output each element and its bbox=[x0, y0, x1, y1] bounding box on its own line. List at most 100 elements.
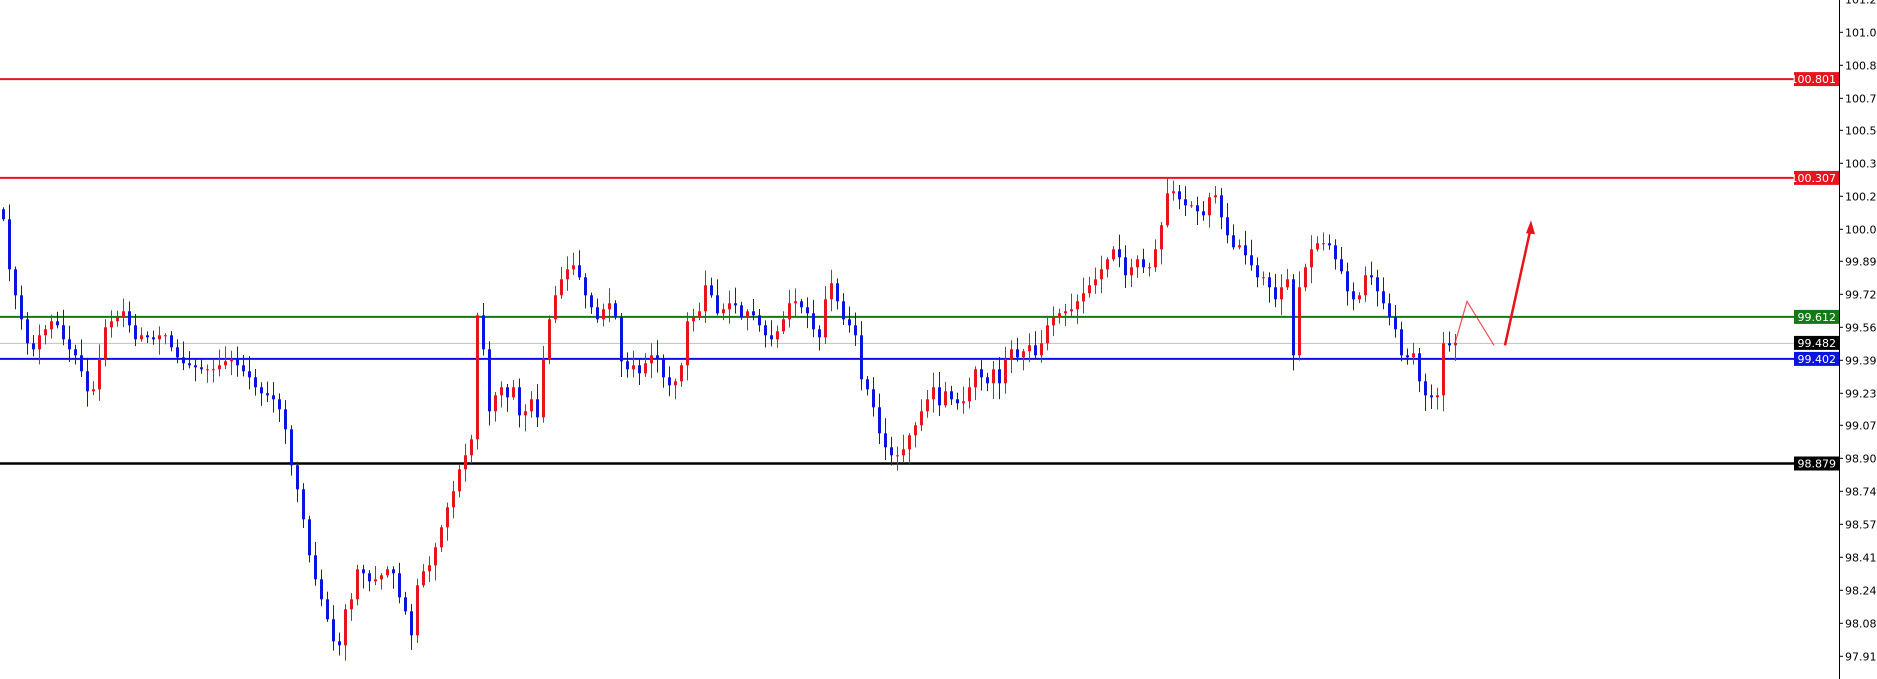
candle-body bbox=[1004, 359, 1007, 384]
level-label-text: 98.879 bbox=[1798, 458, 1837, 471]
projection-arrow-shaft bbox=[1503, 231, 1532, 346]
candle-body bbox=[1436, 395, 1439, 398]
candle bbox=[1052, 306, 1055, 337]
candle bbox=[74, 344, 77, 365]
candle-body bbox=[1262, 277, 1265, 279]
candle bbox=[1454, 334, 1457, 361]
candle-body bbox=[938, 387, 941, 406]
candle-body bbox=[1394, 317, 1397, 330]
y-tick-label: 98.740 bbox=[1845, 485, 1877, 498]
candle-body bbox=[1280, 287, 1283, 300]
y-tick-label: 100.545 bbox=[1845, 124, 1877, 137]
candle-body bbox=[728, 303, 731, 310]
candle bbox=[668, 366, 671, 397]
candle-body bbox=[302, 489, 305, 520]
candle-body bbox=[506, 387, 509, 398]
candle bbox=[1394, 305, 1397, 338]
candle-body bbox=[362, 569, 365, 574]
candle bbox=[842, 293, 845, 326]
candle-body bbox=[1130, 267, 1133, 276]
candle bbox=[1058, 308, 1061, 324]
candle-body bbox=[590, 295, 593, 308]
candle-body bbox=[1406, 355, 1409, 358]
candle bbox=[110, 310, 113, 338]
candle-body bbox=[530, 399, 533, 412]
candle bbox=[554, 285, 557, 324]
candle bbox=[338, 632, 341, 656]
candle-body bbox=[920, 411, 923, 426]
candle bbox=[446, 502, 449, 541]
candle-body bbox=[986, 377, 989, 384]
candle-body bbox=[152, 337, 155, 340]
candle bbox=[926, 389, 929, 418]
candle bbox=[386, 566, 389, 578]
candle-body bbox=[458, 469, 461, 492]
candle-body bbox=[614, 303, 617, 318]
candle-body bbox=[338, 641, 341, 646]
candle bbox=[1136, 255, 1139, 278]
y-tick-label: 97.915 bbox=[1845, 650, 1877, 663]
candle bbox=[1430, 384, 1433, 410]
candle-body bbox=[752, 311, 755, 316]
candle-body bbox=[860, 335, 863, 380]
candle bbox=[1316, 236, 1319, 252]
candle bbox=[104, 319, 107, 367]
candle bbox=[464, 443, 467, 482]
candle bbox=[686, 312, 689, 381]
candle bbox=[1424, 373, 1427, 412]
candle bbox=[1118, 234, 1121, 268]
candle-body bbox=[80, 355, 83, 372]
candle bbox=[1070, 293, 1073, 318]
candle bbox=[176, 339, 179, 364]
candle bbox=[1112, 246, 1115, 262]
candle bbox=[1352, 282, 1355, 311]
candle-body bbox=[1274, 287, 1277, 300]
candle bbox=[608, 288, 611, 323]
candle-body bbox=[62, 325, 65, 340]
candle-body bbox=[1178, 191, 1181, 200]
candle bbox=[542, 345, 545, 423]
candle-body bbox=[806, 307, 809, 314]
candle bbox=[950, 385, 953, 406]
candles bbox=[2, 177, 1457, 661]
candle-body bbox=[542, 359, 545, 418]
candle bbox=[1382, 277, 1385, 310]
candle-body bbox=[1196, 205, 1199, 212]
candle bbox=[38, 324, 41, 365]
candle-body bbox=[1058, 313, 1061, 318]
candle bbox=[380, 573, 383, 590]
candle bbox=[410, 603, 413, 650]
candle-body bbox=[428, 565, 431, 572]
candle bbox=[1298, 271, 1301, 361]
candle-body bbox=[974, 369, 977, 388]
candle bbox=[308, 515, 311, 563]
candle bbox=[236, 346, 239, 377]
level-label-100.801: 100.801 bbox=[1791, 72, 1839, 87]
candle bbox=[230, 350, 233, 376]
candle-body bbox=[488, 349, 491, 412]
candle bbox=[896, 446, 899, 471]
candle-body bbox=[998, 369, 1001, 384]
candle-body bbox=[1424, 381, 1427, 396]
candle-body bbox=[1154, 249, 1157, 268]
candle bbox=[1076, 294, 1079, 324]
candle bbox=[14, 266, 17, 310]
candle-body bbox=[1172, 191, 1175, 194]
candle bbox=[224, 346, 227, 370]
candle-body bbox=[410, 611, 413, 636]
candle-body bbox=[1232, 235, 1235, 248]
candle bbox=[680, 362, 683, 387]
candle-body bbox=[140, 335, 143, 340]
candle-body bbox=[1214, 195, 1217, 198]
candle bbox=[1100, 255, 1103, 294]
candle bbox=[1268, 272, 1271, 303]
candle bbox=[1286, 269, 1289, 291]
candle bbox=[1370, 261, 1373, 285]
candle-body bbox=[674, 381, 677, 386]
candle bbox=[818, 325, 821, 351]
candle-body bbox=[566, 269, 569, 280]
y-tick-label: 98.905 bbox=[1845, 452, 1877, 465]
candle-body bbox=[956, 399, 959, 404]
candle-body bbox=[248, 371, 251, 378]
candle-body bbox=[50, 321, 53, 330]
